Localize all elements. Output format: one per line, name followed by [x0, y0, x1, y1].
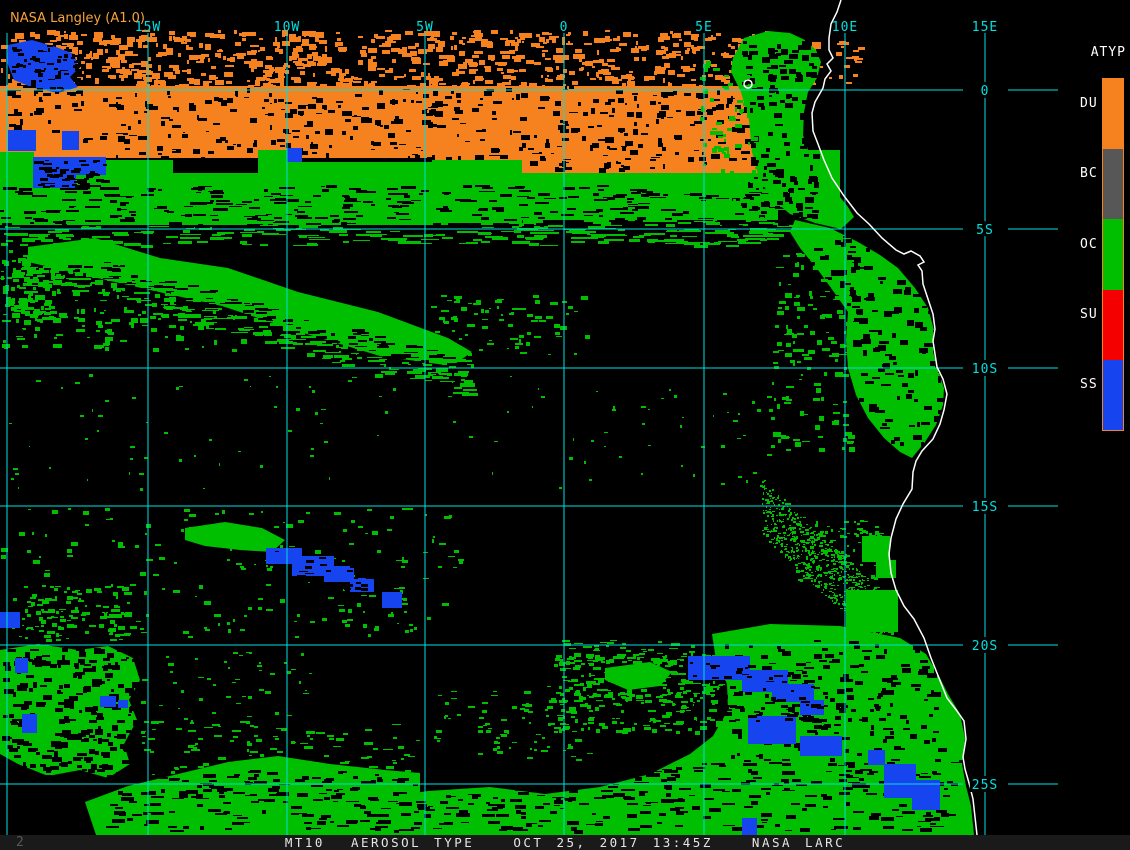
aerosol-region-ss — [912, 780, 940, 810]
legend-label-oc: OC — [1080, 237, 1098, 252]
legend: ATYP DU BC OC SU SS — [1080, 45, 1130, 443]
aerosol-speckle-oc — [700, 61, 766, 222]
aerosol-region-oc — [522, 173, 778, 220]
island-outline — [743, 79, 753, 89]
latitude-label: 10S — [972, 362, 998, 377]
aerosol-speckle-oc — [569, 389, 776, 487]
aerosol-speckle-oc — [141, 652, 312, 752]
legend-seg-du — [1103, 79, 1123, 150]
legend-seg-oc — [1103, 219, 1123, 290]
aerosol-region-ss — [868, 750, 885, 765]
aerosol-speckle-oc — [9, 373, 562, 491]
aerosol-speckle-bk — [741, 40, 825, 224]
coastline — [811, 0, 978, 836]
legend-seg-bc — [1103, 149, 1123, 220]
aerosol-speckle-oc — [21, 239, 478, 396]
aerosol-region-oc — [432, 160, 522, 223]
longitude-label: 0 — [560, 20, 569, 35]
aerosol-speckle-oc — [434, 691, 595, 761]
aerosol-region-ss — [8, 130, 36, 151]
aerosol-region-ss — [324, 566, 354, 582]
latitude-label: 5S — [976, 223, 994, 238]
legend-label-su: SU — [1080, 307, 1098, 322]
longitude-label: 15E — [972, 20, 998, 35]
legend-label-du: DU — [1080, 96, 1098, 111]
aerosol-region-ss — [100, 696, 116, 707]
aerosol-region-oc — [731, 31, 854, 229]
aerosol-speckle-bk — [62, 262, 471, 386]
aerosol-region-oc — [846, 590, 898, 632]
legend-seg-su — [1103, 289, 1123, 360]
longitude-label: 5W — [416, 20, 434, 35]
aerosol-speckle-bk — [34, 160, 110, 189]
aerosol-speckle-bk — [800, 235, 948, 448]
aerosol-region-ss — [7, 40, 79, 93]
product-title: NASA Langley (A1.0) — [10, 11, 145, 26]
aerosol-speckle-oc — [22, 585, 137, 642]
legend-title: ATYP — [1090, 45, 1126, 60]
aerosol-region-oc — [106, 160, 173, 225]
aerosol-region-du — [0, 138, 432, 158]
caption-bar: 2 MT10 AEROSOL TYPE OCT 25, 2017 13:45Z … — [0, 835, 1130, 850]
legend-label-ss: SS — [1080, 377, 1098, 392]
aerosol-region-ss — [15, 658, 28, 673]
longitude-label: 5E — [695, 20, 713, 35]
legend-label-bc: BC — [1080, 166, 1098, 181]
aerosol-region-oc — [173, 173, 258, 225]
aerosol-region-ss — [382, 592, 402, 608]
aerosol-region-ss — [33, 157, 106, 175]
aerosol-region-ss — [62, 131, 79, 150]
aerosol-speckle-oc — [562, 640, 726, 703]
aerosol-speckle-bk — [0, 185, 789, 229]
aerosol-region-ss — [800, 736, 842, 756]
longitude-label: 10W — [274, 20, 300, 35]
aerosol-region-ss — [22, 714, 37, 733]
aerosol-speckle-bk — [100, 770, 430, 833]
aerosol-region-oc — [185, 522, 285, 552]
aerosol-region-ss — [287, 148, 302, 162]
aerosol-region-ss — [884, 764, 916, 798]
legend-seg-ss — [1103, 359, 1123, 430]
latitude-label: 25S — [972, 778, 998, 793]
latitude-label: 15S — [972, 500, 998, 515]
aerosol-region-du — [812, 42, 821, 49]
caption-text: MT10 AEROSOL TYPE OCT 25, 2017 13:45Z NA… — [284, 835, 846, 850]
legend-colorbar — [1102, 78, 1124, 431]
aerosol-region-ss — [0, 612, 20, 628]
aerosol-speckle-oc — [771, 251, 857, 452]
aerosol-region-ss — [118, 700, 128, 708]
frame-number: 2 — [16, 835, 24, 850]
latitude-label: 20S — [972, 639, 998, 654]
latitude-label: 0 — [981, 84, 990, 99]
aerosol-speckle-oc — [0, 265, 254, 352]
aerosol-region-oc — [920, 368, 938, 384]
longitude-label: 15W — [135, 20, 161, 35]
longitude-label: 10E — [832, 20, 858, 35]
